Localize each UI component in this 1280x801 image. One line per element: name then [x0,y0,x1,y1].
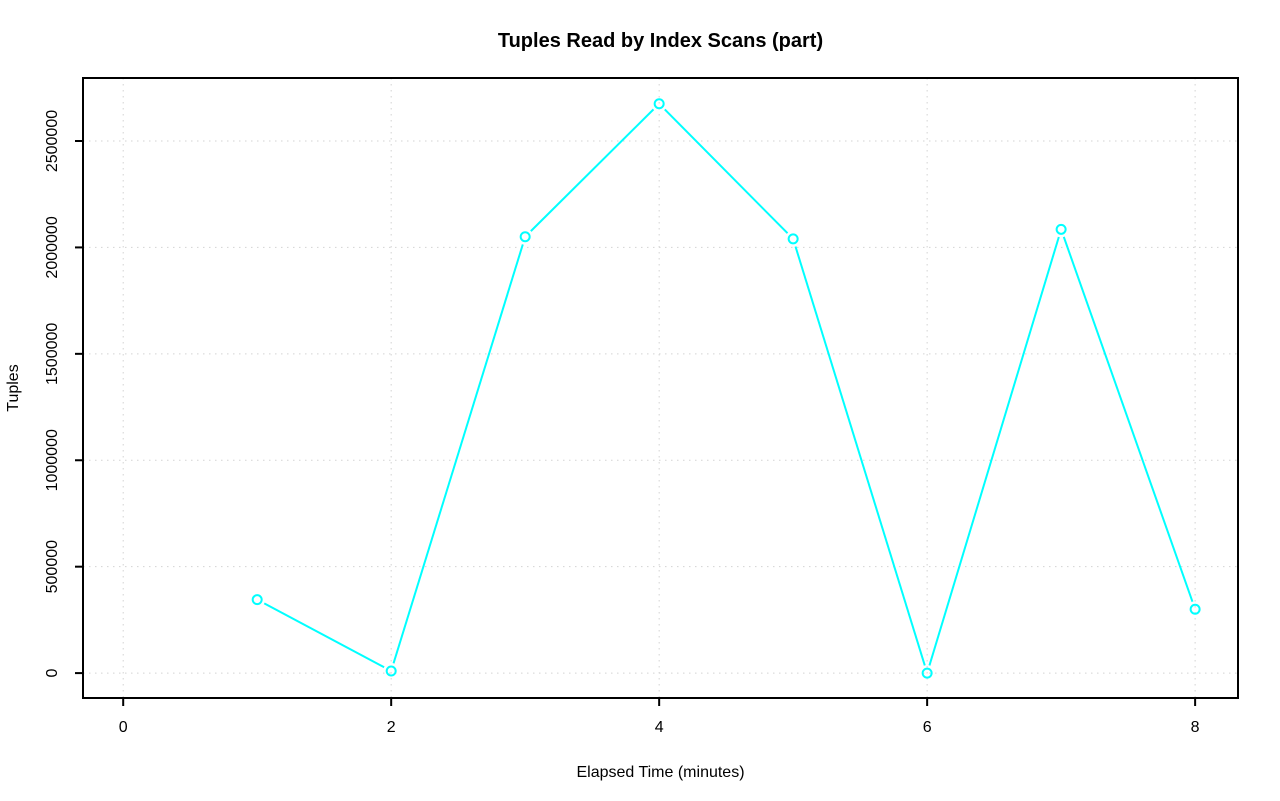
data-line-segment [263,602,385,669]
axes-layer: 0 2 4 6 8 0 500000 1000000 1500000 2000000 2500000 [44,77,1239,736]
chart-title: Tuples Read by Index Scans (part) [498,30,823,52]
data-line-segment [794,246,926,666]
data-line-segment [928,236,1060,666]
data-point [787,233,799,245]
x-tick-label: 4 [655,719,664,736]
x-axis-label: Elapsed Time (minutes) [576,764,744,781]
data-series-layer [251,98,1201,679]
data-point [1055,223,1067,235]
data-line-segment [392,244,524,664]
data-point [921,667,933,679]
data-point [1189,603,1201,615]
data-point [251,594,263,606]
grid-layer [83,78,1238,698]
data-point [385,665,397,677]
y-tick-label: 2000000 [44,216,61,278]
x-tick-label: 6 [923,719,932,736]
data-line-segment [1062,236,1194,603]
y-tick-label: 1500000 [44,323,61,385]
x-tick-label: 0 [119,719,128,736]
data-line-segment [664,108,789,234]
y-tick-label: 1000000 [44,429,61,491]
y-tick-label: 0 [44,669,61,678]
y-tick-label: 500000 [44,540,61,593]
plot-border [82,77,1239,699]
data-line-segment [530,108,655,232]
y-axis-label: Tuples [5,364,22,411]
x-tick-label: 8 [1191,719,1200,736]
y-tick-label: 2500000 [44,110,61,172]
data-point [653,98,665,110]
data-point [519,231,531,243]
x-tick-label: 2 [387,719,396,736]
